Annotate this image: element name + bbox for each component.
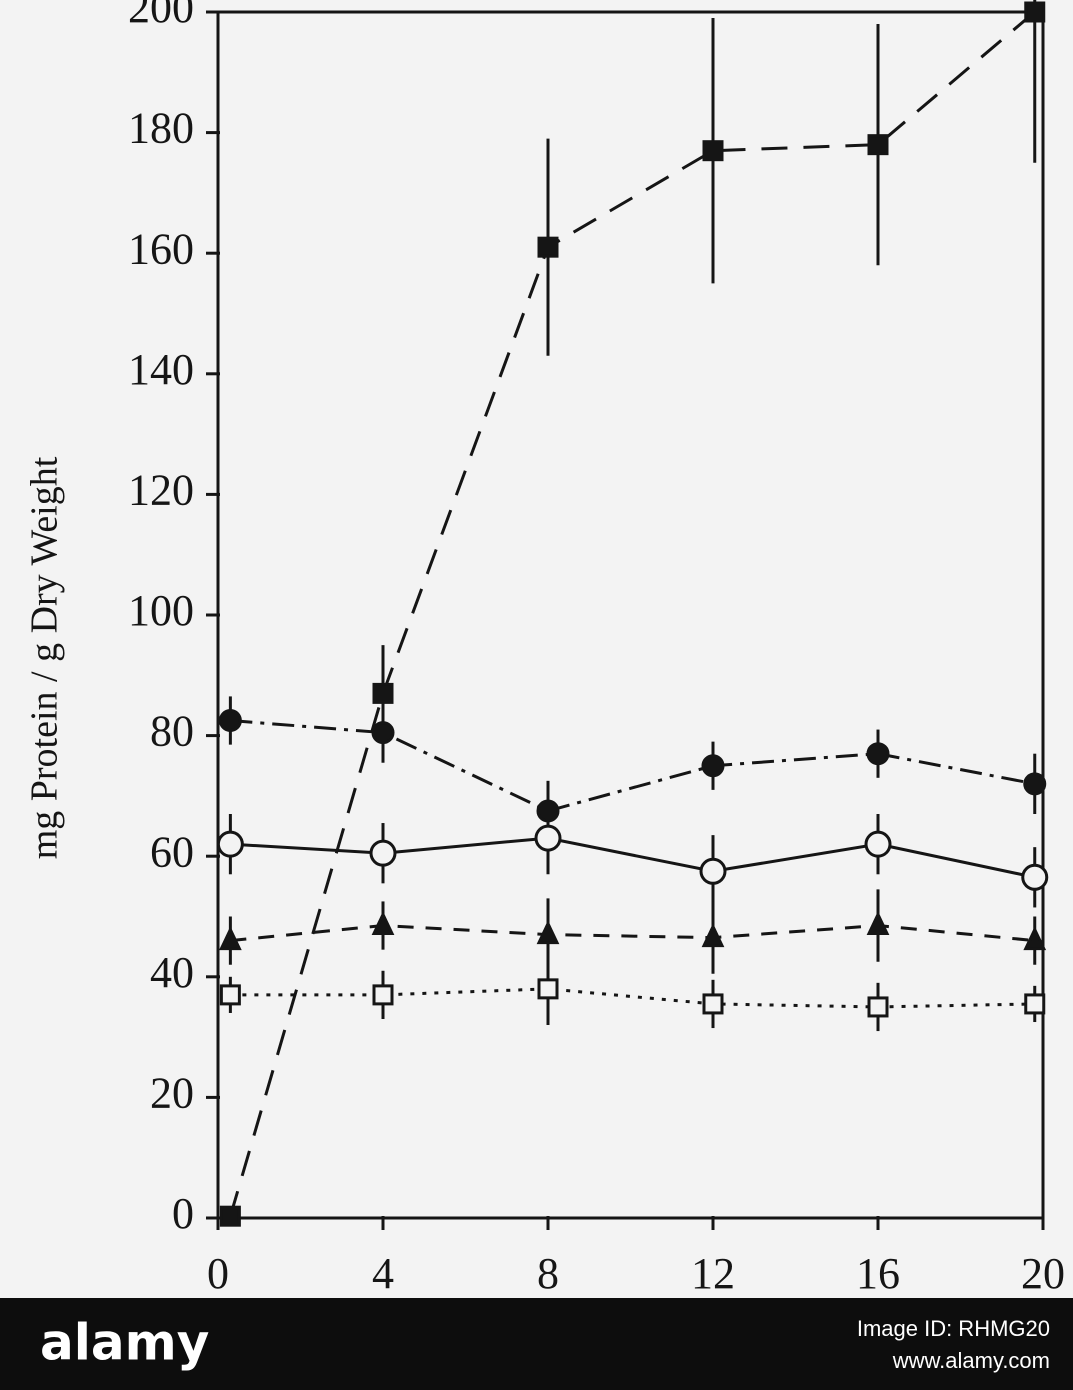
series-line [228,10,1036,1217]
series-line [230,836,1036,879]
y-axis-label: mg Protein / g Dry Weight [24,456,66,859]
y-tick-label: 180 [128,104,194,153]
y-tick-label: 40 [150,948,194,997]
y-tick-label: 160 [128,224,194,273]
marker [537,236,559,258]
marker [864,830,892,858]
series-line [230,924,1035,943]
y-tick-label: 200 [128,0,194,32]
marker [216,830,244,858]
marker [1023,926,1047,951]
series-line [230,719,1036,813]
marker [371,721,395,745]
marker [701,923,725,948]
y-tick-label: 20 [150,1068,194,1117]
marker [867,996,889,1018]
series-line [230,987,1035,1009]
x-tick-label: 0 [207,1249,229,1298]
marker [866,911,890,936]
x-tick-label: 8 [537,1249,559,1298]
x-tick-label: 20 [1021,1249,1065,1298]
marker [866,742,890,766]
watermark-id: Image ID: RHMG20 [857,1316,1050,1341]
y-tick-label: 120 [128,465,194,514]
y-tick-label: 80 [150,707,194,756]
y-tick-label: 0 [172,1189,194,1238]
marker [218,709,242,733]
y-tick-label: 60 [150,827,194,876]
marker [537,978,559,1000]
marker [1021,863,1049,891]
x-tick-label: 4 [372,1249,394,1298]
marker [536,920,560,945]
marker [369,839,397,867]
marker [1024,1,1046,23]
x-tick-label: 12 [691,1249,735,1298]
marker [219,984,241,1006]
marker [534,824,562,852]
watermark-logo: alamy [40,1314,209,1372]
marker [701,754,725,778]
marker [702,993,724,1015]
plot: 0 20 40 60 80 100 120 140 160 180 200 0 4 8 12 16 20 [128,0,1065,1298]
marker [867,134,889,156]
y-tick-label: 140 [128,345,194,394]
marker [219,926,242,951]
marker [371,911,395,936]
x-tick-label: 16 [856,1249,900,1298]
marker [699,857,727,885]
marker [219,1205,241,1227]
marker [1024,993,1046,1015]
marker [372,984,394,1006]
marker [702,140,724,162]
background [0,0,1073,1298]
watermark-url: www.alamy.com [892,1348,1050,1373]
marker [372,682,394,704]
y-tick-label: 100 [128,586,194,635]
watermark-bar [0,1298,1073,1390]
marker [1023,772,1047,796]
